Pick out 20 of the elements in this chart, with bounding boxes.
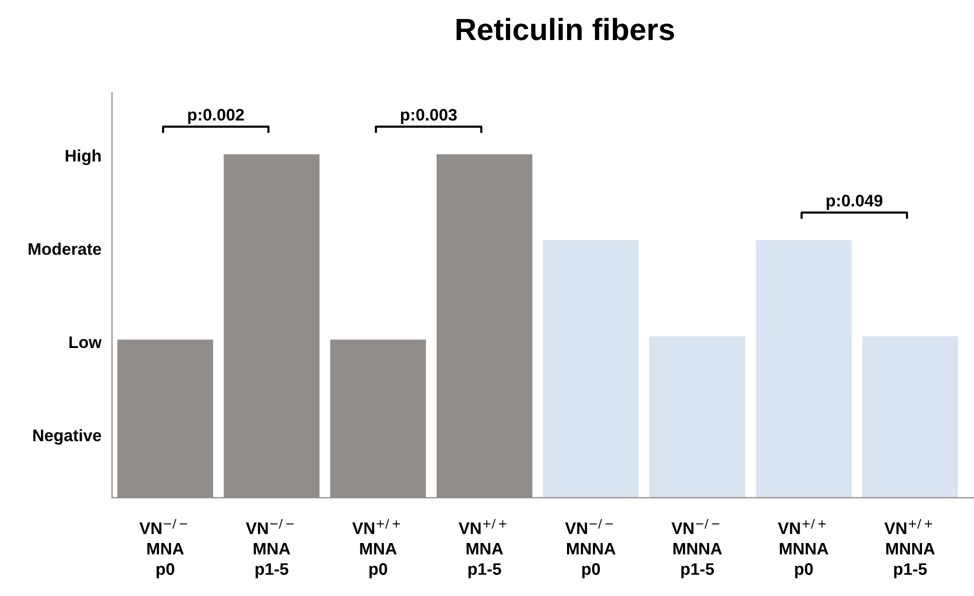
category-label: VN$^{+/+}$ MNNA p0	[778, 519, 828, 578]
text: High	[66, 149, 101, 166]
category-label: VN$^{−/−}$ MNA p1-5	[246, 519, 294, 578]
text: p:0.003	[400, 108, 457, 124]
text: Moderate	[28, 242, 102, 255]
category-label: VN$^{+/+}$ MNNA p1-5	[884, 519, 935, 578]
text: Low	[69, 336, 102, 348]
bar	[756, 240, 852, 498]
category-label: VN$^{−/−}$ MNNA p1-5	[672, 519, 722, 578]
text: p:0.002	[188, 108, 244, 124]
annotation: p:0.049	[826, 194, 882, 210]
bar	[862, 336, 958, 498]
bar	[649, 336, 746, 498]
chart-title: Reticulin fibers	[456, 18, 674, 40]
text: Negative	[33, 429, 102, 445]
bar	[543, 240, 639, 498]
category-label: VN$^{+/+}$ MNA p0	[352, 519, 400, 578]
category-label: VN$^{+/+}$ MNA p1-5	[458, 519, 506, 578]
category-label: VN$^{−/−}$ MNA p0	[139, 519, 188, 578]
category-label: VN$^{−/−}$ MNNA p0	[565, 519, 616, 578]
